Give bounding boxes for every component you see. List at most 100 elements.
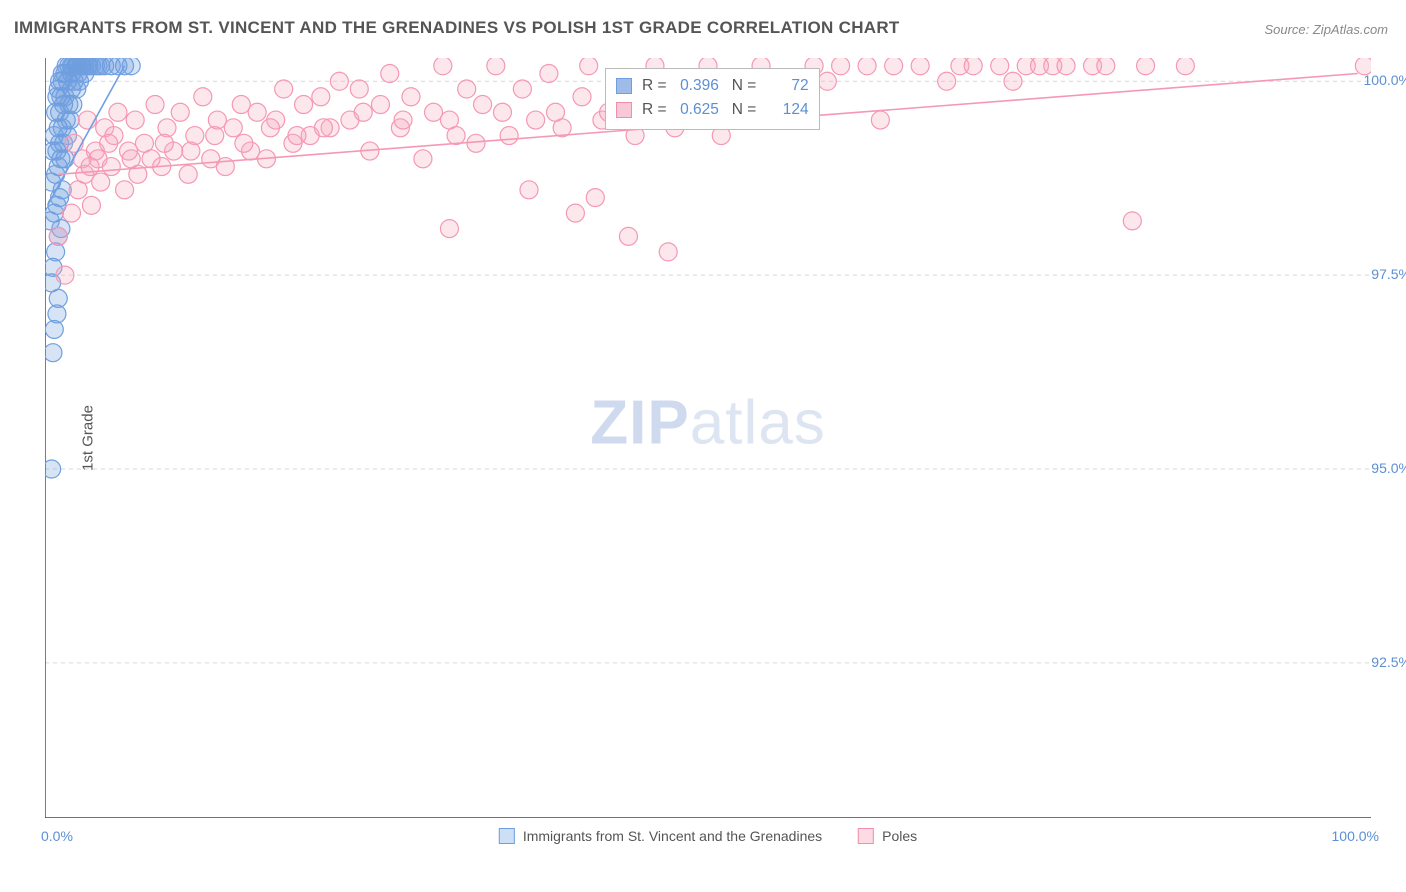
scatter-point xyxy=(1097,58,1115,75)
scatter-point xyxy=(1004,72,1022,90)
scatter-point xyxy=(540,65,558,83)
scatter-point xyxy=(102,158,120,176)
scatter-point xyxy=(885,58,903,75)
scatter-point xyxy=(56,266,74,284)
legend-row: R = 0.396 N = 72 xyxy=(616,74,809,98)
scatter-point xyxy=(487,58,505,75)
scatter-point xyxy=(381,65,399,83)
scatter-point xyxy=(659,243,677,261)
scatter-point xyxy=(100,134,118,152)
scatter-point xyxy=(547,103,565,121)
scatter-point xyxy=(520,181,538,199)
legend-swatch xyxy=(616,102,632,118)
scatter-point xyxy=(354,103,372,121)
legend-label: Immigrants from St. Vincent and the Gren… xyxy=(523,828,822,844)
scatter-point xyxy=(500,127,518,145)
scatter-point xyxy=(871,111,889,129)
chart-svg xyxy=(45,58,1371,818)
scatter-point xyxy=(573,88,591,106)
scatter-point xyxy=(109,103,127,121)
scatter-point xyxy=(402,88,420,106)
scatter-point xyxy=(394,111,412,129)
scatter-point xyxy=(458,80,476,98)
scatter-point xyxy=(288,127,306,145)
scatter-point xyxy=(45,460,61,478)
x-tick-zero: 0.0% xyxy=(41,828,73,844)
scatter-point xyxy=(566,204,584,222)
legend-swatch xyxy=(499,828,515,844)
scatter-point xyxy=(911,58,929,75)
scatter-point xyxy=(82,196,100,214)
legend-box: R = 0.396 N = 72R = 0.625 N = 124 xyxy=(605,68,820,130)
scatter-point xyxy=(248,103,266,121)
legend-label: Poles xyxy=(882,828,917,844)
x-tick-max: 100.0% xyxy=(1332,828,1379,844)
scatter-point xyxy=(938,72,956,90)
scatter-point xyxy=(179,165,197,183)
legend-text: R = 0.625 N = 124 xyxy=(642,98,809,122)
scatter-point xyxy=(206,127,224,145)
legend-swatch xyxy=(858,828,874,844)
scatter-point xyxy=(425,103,443,121)
scatter-point xyxy=(434,58,452,75)
legend-row: R = 0.625 N = 124 xyxy=(616,98,809,122)
scatter-point xyxy=(1057,58,1075,75)
scatter-point xyxy=(92,173,110,191)
chart-title: IMMIGRANTS FROM ST. VINCENT AND THE GREN… xyxy=(14,18,900,38)
y-tick-label: 92.5% xyxy=(1351,654,1406,670)
scatter-point xyxy=(619,227,637,245)
scatter-point xyxy=(312,88,330,106)
scatter-point xyxy=(330,72,348,90)
scatter-point xyxy=(275,80,293,98)
scatter-point xyxy=(182,142,200,160)
scatter-point xyxy=(78,111,96,129)
scatter-point xyxy=(586,189,604,207)
y-tick-label: 95.0% xyxy=(1351,460,1406,476)
bottom-legend-item: Immigrants from St. Vincent and the Gren… xyxy=(499,828,822,844)
legend-swatch xyxy=(616,78,632,94)
scatter-point xyxy=(467,134,485,152)
bottom-legend-item: Poles xyxy=(858,828,917,844)
scatter-point xyxy=(440,111,458,129)
scatter-point xyxy=(1176,58,1194,75)
scatter-point xyxy=(818,72,836,90)
scatter-point xyxy=(513,80,531,98)
scatter-point xyxy=(295,96,313,114)
scatter-point xyxy=(414,150,432,168)
scatter-point xyxy=(194,88,212,106)
scatter-point xyxy=(527,111,545,129)
scatter-point xyxy=(232,96,250,114)
scatter-point xyxy=(63,204,81,222)
chart-container: IMMIGRANTS FROM ST. VINCENT AND THE GREN… xyxy=(0,0,1406,892)
scatter-point xyxy=(440,220,458,238)
scatter-point xyxy=(155,134,173,152)
scatter-point xyxy=(235,134,253,152)
y-tick-label: 100.0% xyxy=(1351,72,1406,88)
y-tick-label: 97.5% xyxy=(1351,266,1406,282)
scatter-point xyxy=(314,119,332,137)
scatter-point xyxy=(45,344,62,362)
source-label: Source: ZipAtlas.com xyxy=(1264,22,1388,37)
bottom-legend: Immigrants from St. Vincent and the Gren… xyxy=(499,828,917,844)
scatter-point xyxy=(991,58,1009,75)
scatter-point xyxy=(1137,58,1155,75)
scatter-point xyxy=(371,96,389,114)
scatter-point xyxy=(350,80,368,98)
scatter-point xyxy=(122,150,140,168)
scatter-point xyxy=(858,58,876,75)
scatter-point xyxy=(126,111,144,129)
scatter-point xyxy=(832,58,850,75)
scatter-point xyxy=(1123,212,1141,230)
scatter-point xyxy=(580,58,598,75)
scatter-point xyxy=(964,58,982,75)
scatter-point xyxy=(171,103,189,121)
scatter-point xyxy=(224,119,242,137)
scatter-point xyxy=(261,119,279,137)
scatter-point xyxy=(116,181,134,199)
plot-area: 1st Grade ZIPatlas 92.5%95.0%97.5%100.0%… xyxy=(45,58,1371,818)
legend-text: R = 0.396 N = 72 xyxy=(642,74,809,98)
scatter-point xyxy=(474,96,492,114)
scatter-point xyxy=(493,103,511,121)
scatter-point xyxy=(49,227,67,245)
scatter-point xyxy=(146,96,164,114)
